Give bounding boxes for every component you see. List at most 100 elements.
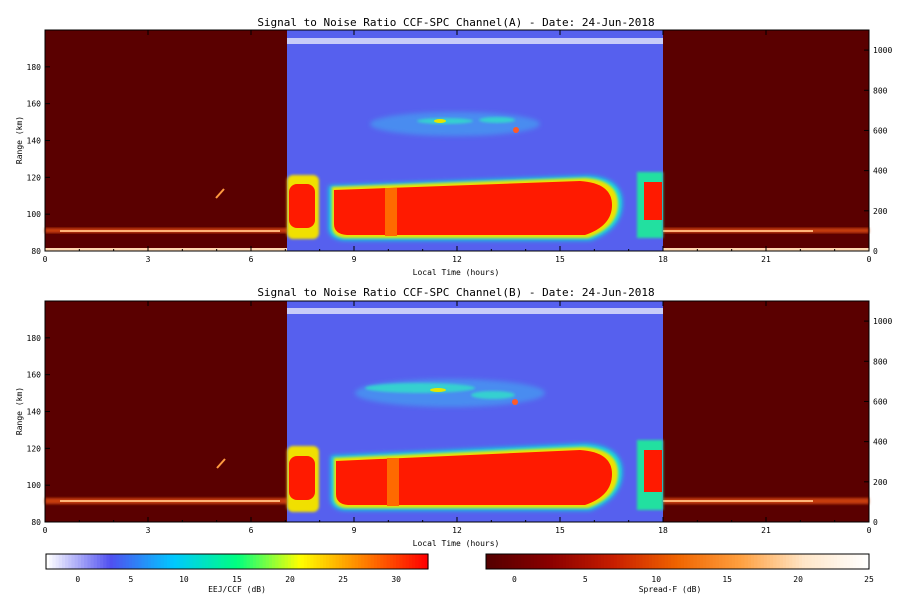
panel-b-ytick-label: 140: [27, 408, 42, 417]
colorbar-eej-ccf-gradient-cell: [205, 554, 209, 569]
colorbar-spread-f-gradient-cell: [706, 554, 711, 569]
colorbar-eej-ccf-tick-label: 30: [391, 575, 401, 584]
colorbar-spread-f-gradient-cell: [741, 554, 746, 569]
colorbar-spread-f-gradient-cell: [575, 554, 580, 569]
colorbar-eej-ccf-gradient-cell: [246, 554, 251, 569]
colorbar-eej-ccf-gradient-cell: [87, 554, 92, 569]
colorbar-eej-ccf-gradient-cell: [389, 554, 394, 569]
colorbar-eej-ccf-gradient-cell: [278, 554, 283, 569]
colorbar-spread-f-gradient-cell: [521, 554, 525, 569]
colorbar-spread-f-gradient-cell: [629, 554, 634, 569]
panel-b-night-band-right-core: [663, 500, 813, 502]
colorbar-eej-ccf-gradient-cell: [211, 554, 216, 569]
colorbar-spread-f-gradient-cell: [610, 554, 615, 569]
colorbar-spread-f-gradient-cell: [837, 554, 841, 569]
panel-a-xtick-label: 6: [249, 255, 254, 264]
colorbar-eej-ccf-gradient-cell: [186, 554, 190, 569]
colorbar-spread-f-gradient-cell: [709, 554, 714, 569]
colorbar-eej-ccf-gradient-cell: [201, 554, 206, 569]
colorbar-spread-f-gradient-cell: [798, 554, 803, 569]
colorbar-spread-f-gradient-cell: [773, 554, 778, 569]
colorbar-eej-ccf-gradient-cell: [354, 554, 359, 569]
colorbar-eej-ccf-gradient-cell: [342, 554, 346, 569]
colorbar-eej-ccf-gradient-cell: [307, 554, 311, 569]
colorbar-spread-f-gradient-cell: [524, 554, 529, 569]
colorbar-eej-ccf-gradient-cell: [147, 554, 152, 569]
colorbar-spread-f-gradient-cell: [731, 554, 736, 569]
colorbar-spread-f-gradient-cell: [811, 554, 816, 569]
colorbar-spread-f-gradient-cell: [651, 554, 656, 569]
colorbar-spread-f-gradient-cell: [568, 554, 573, 569]
colorbar-spread-f-tick-label: 5: [583, 575, 588, 584]
colorbar-spread-f-gradient-cell: [553, 554, 557, 569]
colorbar-eej-ccf-gradient-cell: [112, 554, 117, 569]
panel-b-xtick-label: 18: [658, 526, 668, 535]
colorbar-eej-ccf-gradient-cell: [252, 554, 257, 569]
colorbar-spread-f-gradient-cell: [814, 554, 819, 569]
colorbar-spread-f-tick-label: 15: [722, 575, 732, 584]
colorbar-eej-ccf-gradient-cell: [275, 554, 279, 569]
colorbar-eej-ccf-gradient-cell: [348, 554, 353, 569]
colorbar-eej-ccf-gradient-cell: [373, 554, 378, 569]
panel-a-ytick-label: 120: [27, 173, 42, 182]
colorbar-spread-f-gradient-cell: [786, 554, 790, 569]
colorbar-eej-ccf: 0 5 10 15 20 25 30 EEJ/CCF (dB): [45, 553, 429, 594]
colorbar-eej-ccf-gradient-cell: [81, 554, 85, 569]
colorbar-eej-ccf-gradient-cell: [380, 554, 385, 569]
colorbar-spread-f-gradient-cell: [594, 554, 599, 569]
colorbar-eej-ccf-gradient-cell: [259, 554, 264, 569]
colorbar-eej-ccf-gradient-cell: [332, 554, 337, 569]
colorbar-eej-ccf-gradient-cell: [122, 554, 127, 569]
colorbar-eej-ccf-gradient-cell: [421, 554, 426, 569]
colorbar-eej-ccf-gradient-cell: [415, 554, 420, 569]
panel-b-y2tick-label: 0: [873, 518, 878, 527]
colorbar-spread-f-gradient-cell: [757, 554, 762, 569]
colorbar-spread-f-gradient-cell: [616, 554, 621, 569]
colorbar-eej-ccf-gradient-cell: [338, 554, 343, 569]
colorbar-eej-ccf-gradient-cell: [84, 554, 88, 569]
colorbar-spread-f-label: Spread-F (dB): [639, 585, 702, 594]
colorbar-eej-ccf-gradient-cell: [166, 554, 171, 569]
panel-a-ytick-label: 180: [27, 63, 42, 72]
panel-b-xlabel: Local Time (hours): [413, 539, 500, 548]
colorbar-eej-ccf-gradient-cell: [176, 554, 181, 569]
colorbar-spread-f-gradient-cell: [600, 554, 605, 569]
panel-a-y2tick-label: 400: [873, 167, 888, 176]
colorbar-eej-ccf-gradient-cell: [370, 554, 375, 569]
panel-a-y2tick-label: 1000: [873, 46, 892, 55]
colorbar-eej-ccf-gradient-cell: [160, 554, 165, 569]
colorbar-eej-ccf-gradient-cell: [74, 554, 79, 569]
colorbar-eej-ccf-gradient-cell: [65, 554, 69, 569]
panel-b-night-right: [663, 301, 869, 522]
colorbar-spread-f-gradient-cell: [661, 554, 666, 569]
colorbar-eej-ccf-gradient-cell: [418, 554, 423, 569]
colorbar-eej-ccf-gradient-cell: [294, 554, 299, 569]
colorbar-eej-ccf-gradient-cell: [125, 554, 130, 569]
colorbar-spread-f-gradient-cell: [667, 554, 672, 569]
colorbar-spread-f-gradient-cell: [859, 554, 864, 569]
colorbar-eej-ccf-gradient-cell: [249, 554, 254, 569]
panel-b-night-band-left-core: [60, 500, 280, 502]
colorbar-eej-ccf-gradient-cell: [392, 554, 397, 569]
colorbar-eej-ccf-gradient-cell: [103, 554, 108, 569]
colorbar-spread-f-gradient-cell: [693, 554, 698, 569]
colorbar-eej-ccf-gradient-cell: [52, 554, 57, 569]
panel-a-night-band-left-core: [60, 230, 280, 232]
colorbar-spread-f-gradient-cell: [562, 554, 567, 569]
colorbar-eej-ccf-gradient-cell: [224, 554, 229, 569]
colorbar-eej-ccf-frame: [45, 553, 429, 570]
colorbar-spread-f-gradient-cell: [699, 554, 704, 569]
colorbar-eej-ccf-gradient-cell: [243, 554, 248, 569]
panel-b-ytick-label: 180: [27, 334, 42, 343]
colorbar-spread-f-gradient-cell: [862, 554, 867, 569]
colorbar-eej-ccf-gradient-cell: [170, 554, 174, 569]
colorbar-spread-f-gradient-cell: [530, 554, 535, 569]
colorbar-spread-f-gradient-cell: [853, 554, 857, 569]
colorbar-spread-f-gradient-cell: [501, 554, 506, 569]
colorbar-eej-ccf-gradient-cell: [217, 554, 222, 569]
colorbar-eej-ccf-gradient-cell: [357, 554, 362, 569]
panel-a-ytick-label: 100: [27, 210, 42, 219]
panel-b-y2tick-label: 600: [873, 397, 888, 406]
colorbar-eej-ccf-gradient-cell: [351, 554, 356, 569]
panel-b-axes: 0 3 6 9 12 15 18 21 0801001201401601800200400600…: [27, 301, 892, 535]
